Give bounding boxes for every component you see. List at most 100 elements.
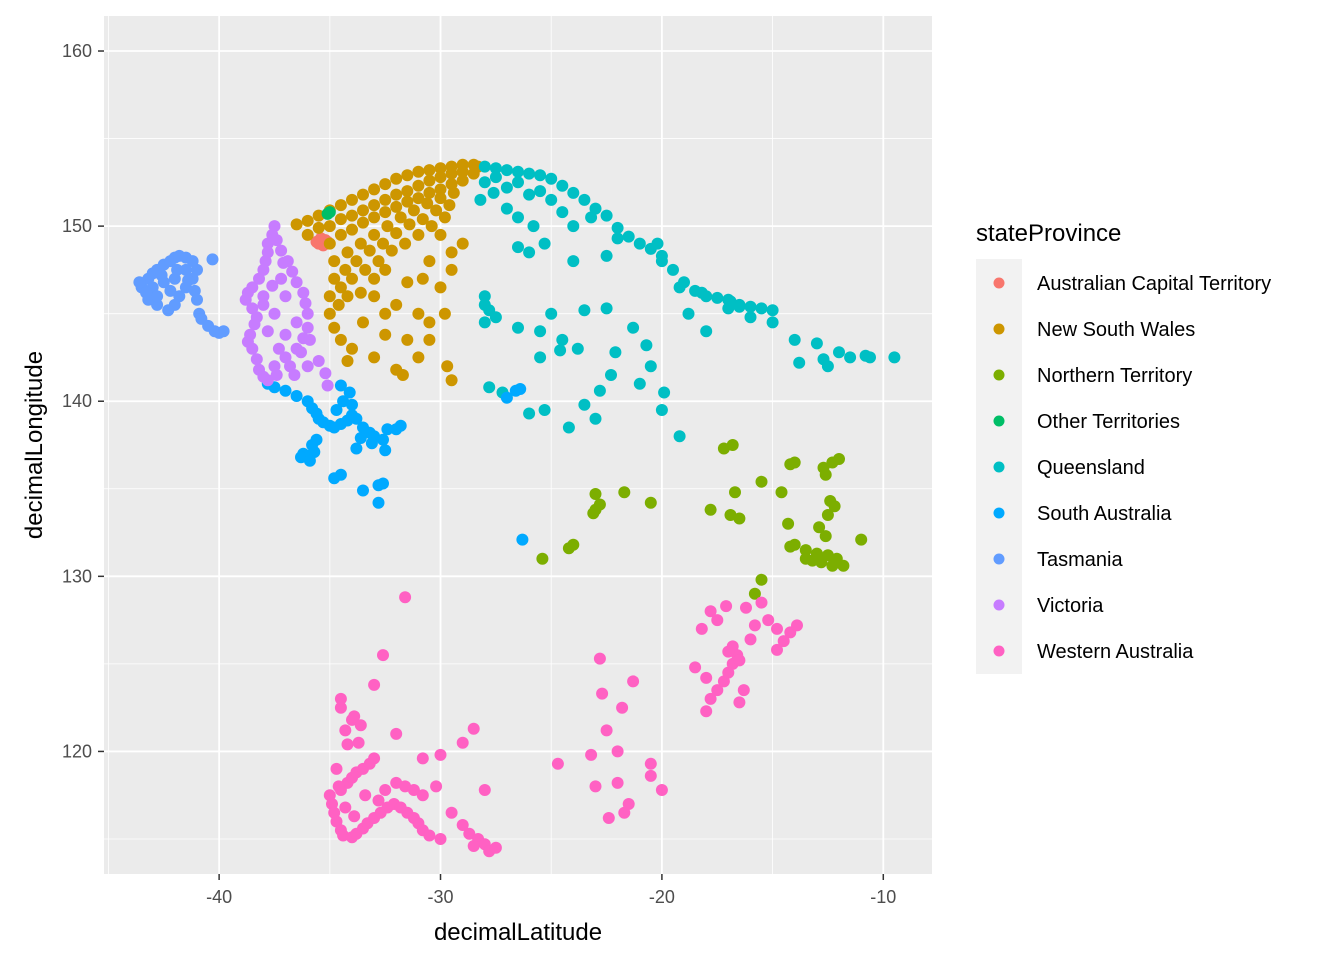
data-point xyxy=(328,472,341,485)
data-point xyxy=(354,432,367,444)
data-point xyxy=(339,801,352,814)
data-point xyxy=(359,263,372,276)
data-point xyxy=(348,710,361,723)
data-point xyxy=(346,223,358,236)
data-point xyxy=(390,727,403,740)
data-point xyxy=(545,193,558,206)
data-point xyxy=(423,829,436,842)
data-point xyxy=(600,249,613,262)
data-point xyxy=(430,780,443,793)
data-point xyxy=(379,193,392,206)
data-point xyxy=(748,619,761,632)
data-point xyxy=(673,430,686,443)
data-point xyxy=(622,230,635,243)
data-point xyxy=(297,286,310,299)
data-point xyxy=(396,369,409,381)
data-point xyxy=(755,573,768,586)
data-point xyxy=(487,186,500,199)
data-point xyxy=(372,794,385,807)
data-point xyxy=(726,439,739,451)
data-point xyxy=(443,199,456,212)
data-point xyxy=(600,209,613,222)
data-point xyxy=(390,188,403,201)
data-point xyxy=(445,806,458,819)
data-point xyxy=(334,199,347,212)
data-point xyxy=(434,192,447,205)
data-point xyxy=(334,281,347,294)
data-point xyxy=(722,302,735,315)
data-point xyxy=(401,276,414,289)
data-point xyxy=(312,209,325,222)
data-point xyxy=(616,701,629,714)
data-point xyxy=(372,479,385,492)
series-group xyxy=(261,377,529,546)
data-point xyxy=(695,622,708,635)
data-point xyxy=(618,486,631,499)
data-point xyxy=(704,605,717,618)
data-point xyxy=(381,220,394,233)
data-point xyxy=(700,325,713,338)
data-point xyxy=(348,810,361,823)
data-point xyxy=(421,197,434,210)
data-point xyxy=(290,316,303,329)
data-point xyxy=(456,819,469,831)
data-point xyxy=(593,384,606,397)
data-point xyxy=(463,827,476,840)
data-point xyxy=(407,204,420,217)
data-point xyxy=(771,622,783,635)
data-point xyxy=(830,552,843,565)
data-point xyxy=(299,297,312,310)
data-point xyxy=(357,316,369,329)
data-point xyxy=(368,228,381,241)
data-point xyxy=(720,600,733,613)
data-point xyxy=(164,284,177,297)
data-point xyxy=(416,789,429,802)
data-point xyxy=(766,316,779,329)
legend-label: Western Australia xyxy=(1037,641,1194,663)
data-point xyxy=(810,337,823,350)
data-point xyxy=(556,206,569,219)
data-point xyxy=(434,748,447,761)
data-point xyxy=(536,552,549,565)
data-point xyxy=(793,356,806,369)
data-point xyxy=(261,325,274,338)
data-point xyxy=(704,692,717,705)
data-point xyxy=(655,784,668,796)
data-point xyxy=(782,517,795,530)
data-point xyxy=(704,503,717,516)
data-point xyxy=(343,386,356,399)
data-point xyxy=(467,722,480,735)
legend-key xyxy=(993,415,1005,427)
data-point xyxy=(328,321,341,334)
y-tick-label: 160 xyxy=(62,41,92,61)
data-point xyxy=(268,307,281,320)
data-point xyxy=(618,806,631,819)
data-point xyxy=(551,757,564,770)
data-point xyxy=(567,255,580,268)
data-point xyxy=(423,164,436,177)
series-group xyxy=(323,591,803,858)
legend-key xyxy=(993,553,1005,565)
data-point xyxy=(556,179,569,192)
data-point xyxy=(817,353,830,366)
data-point xyxy=(562,542,575,555)
data-point xyxy=(534,351,547,364)
data-point xyxy=(644,769,657,782)
data-point xyxy=(334,228,347,241)
data-point xyxy=(430,204,443,217)
data-point xyxy=(609,346,622,359)
data-point xyxy=(771,643,783,656)
data-point xyxy=(334,333,347,346)
legend-key xyxy=(993,599,1005,611)
legend-label: New South Wales xyxy=(1037,319,1195,341)
data-point xyxy=(407,784,420,796)
data-point xyxy=(332,780,345,793)
data-point xyxy=(523,407,536,420)
data-point xyxy=(399,591,412,604)
legend-label: South Australia xyxy=(1037,503,1172,525)
legend-label: Victoria xyxy=(1037,595,1104,617)
data-point xyxy=(368,183,381,196)
data-point xyxy=(824,495,837,507)
data-point xyxy=(740,601,752,614)
data-point xyxy=(585,748,598,761)
